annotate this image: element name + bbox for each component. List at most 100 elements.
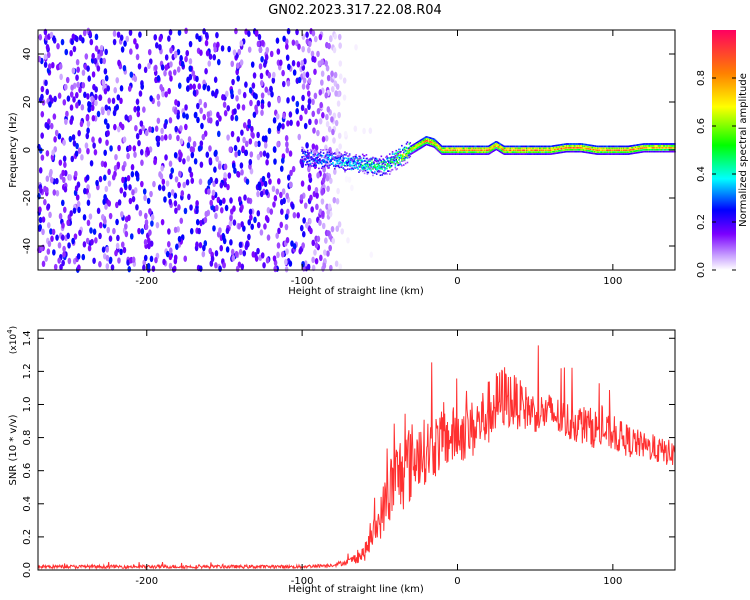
heatmap-cell bbox=[311, 110, 316, 118]
heatmap-cell bbox=[234, 151, 238, 158]
heatmap-cell bbox=[658, 150, 660, 153]
x-tick-label: -100 bbox=[291, 576, 314, 587]
heatmap-cell bbox=[482, 151, 484, 153]
heatmap-cell bbox=[94, 99, 98, 107]
heatmap-cell bbox=[148, 229, 152, 236]
heatmap-cell bbox=[364, 163, 367, 165]
heatmap-cell bbox=[119, 34, 124, 41]
heatmap-cell bbox=[335, 156, 338, 159]
heatmap-cell bbox=[517, 147, 520, 150]
heatmap-cell bbox=[614, 147, 617, 150]
heatmap-cell bbox=[456, 145, 458, 148]
heatmap-cell bbox=[574, 150, 577, 153]
heatmap-cell bbox=[166, 241, 171, 248]
heatmap-cell bbox=[573, 150, 576, 153]
heatmap-cell bbox=[447, 145, 450, 148]
heatmap-cell bbox=[427, 142, 429, 144]
heatmap-cell bbox=[366, 162, 369, 164]
heatmap-cell bbox=[588, 152, 591, 154]
heatmap-cell bbox=[321, 159, 324, 162]
heatmap-cell bbox=[594, 147, 597, 149]
heatmap-cell bbox=[492, 150, 495, 152]
heatmap-cell bbox=[649, 143, 652, 145]
heatmap-cell bbox=[595, 151, 598, 153]
heatmap-cell bbox=[440, 152, 442, 155]
heatmap-cell bbox=[474, 153, 477, 155]
heatmap-cell bbox=[347, 157, 350, 160]
heatmap-cell bbox=[140, 83, 145, 90]
heatmap-cell bbox=[412, 146, 414, 148]
heatmap-cell bbox=[474, 149, 477, 152]
heatmap-cell bbox=[593, 145, 595, 147]
heatmap-cell bbox=[333, 71, 338, 79]
heatmap-cell bbox=[74, 150, 79, 157]
heatmap-cell bbox=[646, 150, 648, 153]
heatmap-cell bbox=[359, 159, 361, 161]
heatmap-cell bbox=[307, 156, 310, 159]
heatmap-cell bbox=[582, 151, 585, 153]
heatmap-cell bbox=[302, 71, 307, 78]
heatmap-cell bbox=[502, 145, 505, 147]
heatmap-cell bbox=[467, 151, 469, 153]
heatmap-cell bbox=[567, 150, 570, 153]
heatmap-cell bbox=[356, 161, 358, 164]
heatmap-cell bbox=[88, 213, 93, 220]
heatmap-cell bbox=[484, 145, 487, 148]
heatmap-cell bbox=[539, 151, 541, 153]
heatmap-cell bbox=[439, 149, 441, 152]
heatmap-cell bbox=[340, 161, 343, 164]
heatmap-cell bbox=[637, 151, 640, 154]
heatmap-cell bbox=[486, 151, 489, 153]
heatmap-cell bbox=[486, 149, 489, 152]
heatmap-cell bbox=[323, 156, 326, 159]
heatmap-cell bbox=[388, 160, 390, 163]
heatmap-cell bbox=[434, 143, 437, 145]
heatmap-cell bbox=[312, 154, 315, 156]
heatmap-cell bbox=[582, 145, 585, 148]
heatmap-cell bbox=[606, 145, 608, 148]
heatmap-cell bbox=[355, 157, 357, 159]
heatmap-cell bbox=[393, 156, 396, 159]
heatmap-cell bbox=[669, 145, 672, 147]
x-tick-label: -200 bbox=[135, 576, 158, 587]
heatmap-cell bbox=[301, 83, 306, 90]
heatmap-cell bbox=[174, 176, 179, 183]
heatmap-cell bbox=[374, 166, 377, 169]
heatmap-cell bbox=[180, 190, 185, 197]
heatmap-cell bbox=[159, 84, 163, 91]
heatmap-cell bbox=[327, 203, 332, 210]
heatmap-cell bbox=[563, 151, 565, 153]
heatmap-cell bbox=[373, 162, 375, 165]
heatmap-cell bbox=[663, 145, 666, 147]
heatmap-cell bbox=[324, 164, 327, 166]
heatmap-cell bbox=[419, 145, 422, 148]
heatmap-cell bbox=[493, 142, 495, 144]
heatmap-cell bbox=[639, 147, 642, 150]
heatmap-cell bbox=[593, 148, 595, 151]
heatmap-cell bbox=[404, 156, 407, 159]
heatmap-cell bbox=[211, 189, 216, 196]
heatmap-cell bbox=[414, 145, 416, 147]
heatmap-cell bbox=[218, 199, 223, 206]
heatmap-cell bbox=[443, 147, 445, 150]
heatmap-cell bbox=[106, 226, 111, 234]
heatmap-cell bbox=[236, 75, 240, 82]
heatmap-cell bbox=[388, 160, 391, 162]
heatmap-cell bbox=[475, 149, 478, 152]
heatmap-cell bbox=[523, 147, 525, 150]
heatmap-cell bbox=[380, 170, 383, 173]
heatmap-cell bbox=[562, 147, 564, 150]
heatmap-cell bbox=[199, 140, 204, 147]
heatmap-cell bbox=[337, 221, 342, 228]
heatmap-cell bbox=[78, 229, 82, 236]
heatmap-cell bbox=[456, 147, 458, 150]
heatmap-cell bbox=[396, 154, 399, 157]
heatmap-cell bbox=[589, 144, 591, 147]
heatmap-cell bbox=[592, 144, 594, 147]
heatmap-cell bbox=[269, 208, 274, 215]
heatmap-cell bbox=[637, 144, 640, 146]
heatmap-cell bbox=[619, 151, 621, 153]
heatmap-cell bbox=[650, 143, 653, 145]
heatmap-cell bbox=[572, 148, 575, 151]
heatmap-cell bbox=[449, 149, 452, 152]
